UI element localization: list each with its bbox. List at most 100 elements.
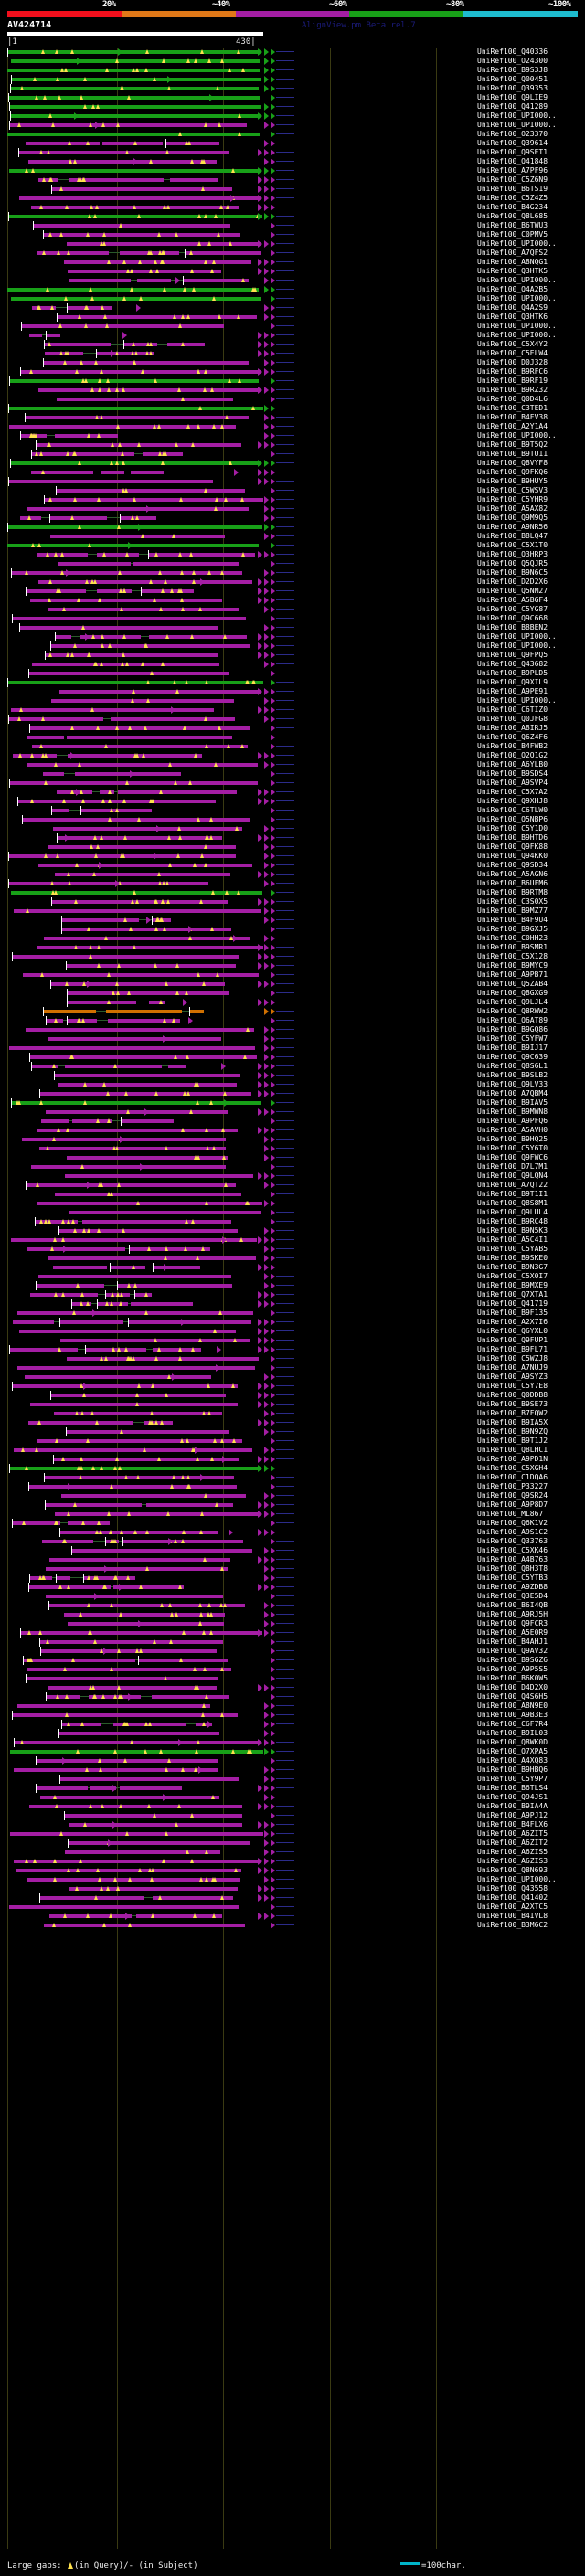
subject-accession-label[interactable]: UniRef100_ML867 [477,1510,544,1518]
subject-accession-label[interactable]: UniRef100_Q8N693 [477,1866,548,1874]
table-row[interactable]: UniRef100_B4FLX6 [0,1820,585,1829]
subject-accession-label[interactable]: UniRef100_UPI000.. [477,431,557,440]
hsp-segment[interactable] [49,1558,230,1562]
subject-accession-label[interactable]: UniRef100_Q8S6L1 [477,1062,548,1070]
subject-accession-label[interactable]: UniRef100_Q0D4L6 [477,395,548,403]
subject-accession-label[interactable]: UniRef100_Q8H3T8 [477,1564,548,1573]
hsp-segment[interactable] [12,1521,60,1525]
subject-accession-label[interactable]: UniRef100_A9ZDB8 [477,1583,548,1591]
hsp-segment[interactable] [131,471,164,474]
hsp-segment[interactable] [26,1028,254,1032]
hsp-segment[interactable] [57,398,233,401]
table-row[interactable]: UniRef100_C5XGH4 [0,1464,585,1473]
subject-accession-label[interactable]: UniRef100_Q6YXL0 [477,1327,548,1335]
hsp-segment[interactable] [28,672,229,675]
table-row[interactable]: UniRef100_B9RTM8 [0,888,585,897]
hsp-segment[interactable] [49,516,107,520]
table-row[interactable]: UniRef100_C5X0I7 [0,1272,585,1281]
subject-accession-label[interactable]: UniRef100_B9T5Q2 [477,440,548,449]
hsp-segment[interactable] [29,334,42,337]
table-row[interactable]: UniRef100_Q9AV32 [0,1647,585,1656]
hsp-segment[interactable] [20,1631,262,1635]
subject-accession-label[interactable]: UniRef100_A7QFS2 [477,249,548,257]
subject-accession-label[interactable]: UniRef100_Q6K1V2 [477,1519,548,1527]
table-row[interactable]: UniRef100_Q6YXL0 [0,1327,585,1336]
table-row[interactable]: UniRef100_C5X7A2 [0,788,585,797]
hsp-segment[interactable] [7,525,262,529]
table-row[interactable]: UniRef100_B9FL71 [0,1345,585,1354]
subject-accession-label[interactable]: UniRef100_B9TU11 [477,450,548,458]
table-row[interactable]: UniRef100_A6ZIT2 [0,1839,585,1848]
hsp-segment[interactable] [7,681,263,684]
subject-accession-label[interactable]: UniRef100_Q41289 [477,102,548,111]
subject-accession-label[interactable]: UniRef100_Q00451 [477,75,548,83]
table-row[interactable]: UniRef100_Q43558 [0,1884,585,1893]
subject-accession-label[interactable]: UniRef100_A8IRJ5 [477,724,548,732]
table-row[interactable]: UniRef100_B4G234 [0,203,585,212]
hsp-segment[interactable] [69,1211,261,1214]
hsp-segment[interactable] [167,343,205,346]
table-row[interactable]: UniRef100_C5Y1D0 [0,824,585,833]
hsp-segment[interactable] [46,334,60,337]
hsp-segment[interactable] [14,909,261,913]
subject-accession-label[interactable]: UniRef100_C5X1T0 [477,541,548,549]
hsp-segment[interactable] [10,1750,263,1754]
table-row[interactable]: UniRef100_C5X4Y2 [0,340,585,349]
table-row[interactable]: UniRef100_A7QBM4 [0,1089,585,1098]
hsp-segment[interactable] [11,1101,261,1105]
hsp-segment[interactable] [11,59,260,63]
subject-accession-label[interactable]: UniRef100_Q4A2B5 [477,285,548,293]
hsp-segment[interactable] [13,1320,54,1324]
subject-accession-label[interactable]: UniRef100_A9B3E3 [477,1711,548,1719]
hsp-segment[interactable] [149,635,247,639]
table-row[interactable]: UniRef100_Q9LJL4 [0,998,585,1007]
subject-accession-label[interactable]: UniRef100_A6ZIT2 [477,1839,548,1847]
subject-accession-label[interactable]: UniRef100_C5X4Y2 [477,340,548,348]
subject-accession-label[interactable]: UniRef100_C3TED1 [477,404,548,412]
table-row[interactable]: UniRef100_Q3HTK6 [0,313,585,322]
hsp-segment[interactable] [131,1302,193,1306]
subject-accession-label[interactable]: UniRef100_C5ELW4 [477,349,548,357]
table-row[interactable]: UniRef100_Q3E5D4 [0,1592,585,1601]
hsp-segment[interactable] [10,87,259,90]
table-row[interactable]: UniRef100_A5BGF4 [0,596,585,605]
table-row[interactable]: UniRef100_UPI000.. [0,431,585,440]
table-row[interactable]: UniRef100_B4FWB2 [0,742,585,751]
hsp-segment[interactable] [29,1055,257,1059]
table-row[interactable]: UniRef100_B4AHJ1 [0,1638,585,1647]
hsp-segment[interactable] [165,142,219,145]
table-row[interactable]: UniRef100_C5Y7E8 [0,1382,585,1391]
hsp-segment[interactable] [12,955,239,959]
hsp-segment[interactable] [8,407,263,410]
table-row[interactable]: UniRef100_B9HTD6 [0,833,585,843]
hsp-segment[interactable] [25,416,249,419]
hsp-segment[interactable] [36,1284,104,1288]
subject-accession-label[interactable]: UniRef100_Q9LJL4 [477,998,548,1006]
hsp-segment[interactable] [55,434,118,438]
hsp-segment[interactable] [83,1576,135,1580]
hsp-segment[interactable] [38,580,252,584]
table-row[interactable]: UniRef100_B9GXJ5 [0,925,585,934]
table-row[interactable]: UniRef100_B9N5K3 [0,1226,585,1235]
subject-accession-label[interactable]: UniRef100_Q6AT89 [477,1016,548,1024]
table-row[interactable]: UniRef100_B4FV38 [0,413,585,422]
hsp-segment[interactable] [51,699,234,703]
subject-accession-label[interactable]: UniRef100_B9SE73 [477,1400,548,1408]
subject-accession-label[interactable]: UniRef100_UPI000.. [477,1875,557,1883]
table-row[interactable]: UniRef100_Q4A2B5 [0,285,585,294]
subject-accession-label[interactable]: UniRef100_B6K0W5 [477,1674,548,1682]
table-row[interactable]: UniRef100_B9SGZ6 [0,1656,585,1665]
hsp-segment[interactable] [120,1786,182,1790]
subject-accession-label[interactable]: UniRef100_B4AHJ1 [477,1638,548,1646]
subject-accession-label[interactable]: UniRef100_D7L7M1 [477,1162,548,1171]
hsp-segment[interactable] [55,873,230,876]
hsp-segment[interactable] [54,1074,240,1077]
table-row[interactable]: UniRef100_C3TED1 [0,404,585,413]
table-row[interactable]: UniRef100_Q5ZAB4 [0,980,585,989]
hsp-segment[interactable] [45,653,218,657]
hsp-segment[interactable] [128,1320,251,1324]
table-row[interactable]: UniRef100_B9IL03 [0,1729,585,1738]
table-row[interactable]: UniRef100_A6ZIT5 [0,1829,585,1839]
subject-accession-label[interactable]: UniRef100_B9GQ86 [477,1025,548,1034]
table-row[interactable]: UniRef100_A9SYZ3 [0,1373,585,1382]
